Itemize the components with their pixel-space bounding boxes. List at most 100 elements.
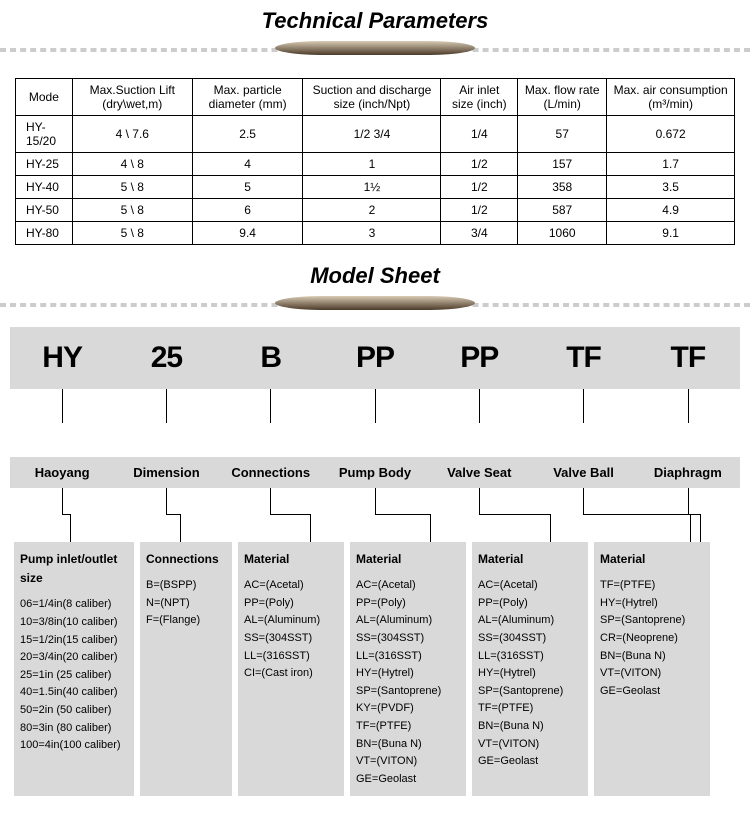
table-header-cell: Max.Suction Lift (dry\wet,m)	[72, 79, 192, 116]
section-title-tech: Technical Parameters	[0, 0, 750, 38]
table-cell: 9.1	[607, 222, 735, 245]
table-cell: 5	[192, 176, 303, 199]
model-label: Pump Body	[323, 465, 427, 480]
table-header-cell: Max. flow rate (L/min)	[518, 79, 607, 116]
table-cell: 1	[303, 153, 441, 176]
detail-item: LL=(316SST)	[478, 648, 582, 666]
detail-item: VT=(VITON)	[600, 665, 704, 683]
connector-line	[688, 488, 700, 542]
detail-box: MaterialTF=(PTFE)HY=(Hytrel)SP=(Santopre…	[594, 542, 710, 796]
table-cell: 5 \ 8	[72, 222, 192, 245]
tech-parameters-table: ModeMax.Suction Lift (dry\wet,m)Max. par…	[15, 78, 735, 245]
model-codes-row: HY25BPPPPTFTF	[10, 327, 740, 389]
connector-line	[688, 389, 689, 423]
model-labels-row: HaoyangDimensionConnectionsPump BodyValv…	[10, 457, 740, 488]
detail-item: F=(Flange)	[146, 612, 226, 630]
detail-item: VT=(VITON)	[356, 753, 460, 771]
table-header-cell: Mode	[16, 79, 73, 116]
table-cell: 2	[303, 199, 441, 222]
detail-item: PP=(Poly)	[478, 595, 582, 613]
detail-item: TF=(PTFE)	[478, 700, 582, 718]
table-header-row: ModeMax.Suction Lift (dry\wet,m)Max. par…	[16, 79, 735, 116]
connectors-top	[10, 389, 740, 423]
table-cell: 1/2	[441, 199, 518, 222]
detail-item: AC=(Acetal)	[244, 577, 338, 595]
connector-line	[583, 488, 690, 542]
divider-ornament	[275, 41, 475, 55]
table-cell: 1060	[518, 222, 607, 245]
table-header-cell: Suction and discharge size (inch/Npt)	[303, 79, 441, 116]
detail-item: BN=(Buna N)	[356, 736, 460, 754]
detail-item: HY=(Hytrel)	[356, 665, 460, 683]
detail-item: 80=3in (80 caliber)	[20, 720, 128, 738]
detail-item: AC=(Acetal)	[478, 577, 582, 595]
table-header-cell: Max. air consumption (m³/min)	[607, 79, 735, 116]
connector-line	[479, 389, 480, 423]
detail-item: PP=(Poly)	[244, 595, 338, 613]
detail-item: N=(NPT)	[146, 595, 226, 613]
detail-item: 15=1/2in(15 caliber)	[20, 632, 128, 650]
connector-line	[270, 389, 271, 423]
model-label: Valve Seat	[427, 465, 531, 480]
connector-line	[270, 488, 310, 542]
detail-item: BN=(Buna N)	[600, 648, 704, 666]
table-cell: HY-80	[16, 222, 73, 245]
detail-box: Material AC=(Acetal)PP=(Poly)AL=(Aluminum…	[238, 542, 344, 796]
detail-item: 40=1.5in(40 caliber)	[20, 684, 128, 702]
detail-box-title: Pump inlet/outlet size	[20, 550, 128, 588]
model-label: Dimension	[114, 465, 218, 480]
detail-item: TF=(PTFE)	[600, 577, 704, 595]
detail-box-title: Connections	[146, 550, 226, 569]
detail-box: Pump inlet/outlet size06=1/4in(8 caliber…	[14, 542, 134, 796]
connector-line	[166, 389, 167, 423]
detail-item: PP=(Poly)	[356, 595, 460, 613]
model-code: PP	[323, 341, 427, 375]
divider	[0, 293, 750, 313]
connectors-bottom	[10, 488, 740, 542]
table-cell: 358	[518, 176, 607, 199]
detail-box: Material AC=(Acetal)PP=(Poly)AL=(Aluminum…	[472, 542, 588, 796]
detail-boxes-row: Pump inlet/outlet size06=1/4in(8 caliber…	[10, 542, 740, 796]
table-cell: 1/2 3/4	[303, 116, 441, 153]
table-cell: 3	[303, 222, 441, 245]
detail-item: 10=3/8in(10 caliber)	[20, 614, 128, 632]
detail-item: 25=1in (25 caliber)	[20, 667, 128, 685]
table-cell: 4.9	[607, 199, 735, 222]
detail-item: TF=(PTFE)	[356, 718, 460, 736]
table-cell: 6	[192, 199, 303, 222]
detail-box-title: Material	[478, 550, 582, 569]
model-code: TF	[531, 341, 635, 375]
table-cell: 1/2	[441, 153, 518, 176]
table-header-cell: Air inlet size (inch)	[441, 79, 518, 116]
model-code: PP	[427, 341, 531, 375]
detail-item: GE=Geolast	[478, 753, 582, 771]
detail-item: LL=(316SST)	[356, 648, 460, 666]
model-label: Valve Ball	[531, 465, 635, 480]
model-code: TF	[636, 341, 740, 375]
table-cell: 3.5	[607, 176, 735, 199]
table-cell: 3/4	[441, 222, 518, 245]
detail-item: CR=(Neoprene)	[600, 630, 704, 648]
table-cell: HY-15/20	[16, 116, 73, 153]
table-cell: 0.672	[607, 116, 735, 153]
detail-box: MaterialAC=(Acetal)PP=(Poly)AL=(Aluminum…	[350, 542, 466, 796]
table-cell: 587	[518, 199, 607, 222]
detail-item: HY=(Hytrel)	[478, 665, 582, 683]
table-cell: 4	[192, 153, 303, 176]
connector-line	[375, 488, 430, 542]
detail-item: AL=(Aluminum)	[356, 612, 460, 630]
detail-item: AL=(Aluminum)	[478, 612, 582, 630]
connector-line	[62, 389, 63, 423]
table-cell: 5 \ 8	[72, 176, 192, 199]
table-row: HY-805 \ 89.433/410609.1	[16, 222, 735, 245]
divider-ornament	[275, 296, 475, 310]
detail-item: GE=Geolast	[600, 683, 704, 701]
detail-box-title: Material	[356, 550, 460, 569]
detail-item: KY=(PVDF)	[356, 700, 460, 718]
table-cell: HY-25	[16, 153, 73, 176]
table-cell: 4 \ 8	[72, 153, 192, 176]
model-label: Diaphragm	[636, 465, 740, 480]
table-cell: HY-40	[16, 176, 73, 199]
detail-box-title: Material	[244, 550, 338, 569]
detail-item: AL=(Aluminum)	[244, 612, 338, 630]
